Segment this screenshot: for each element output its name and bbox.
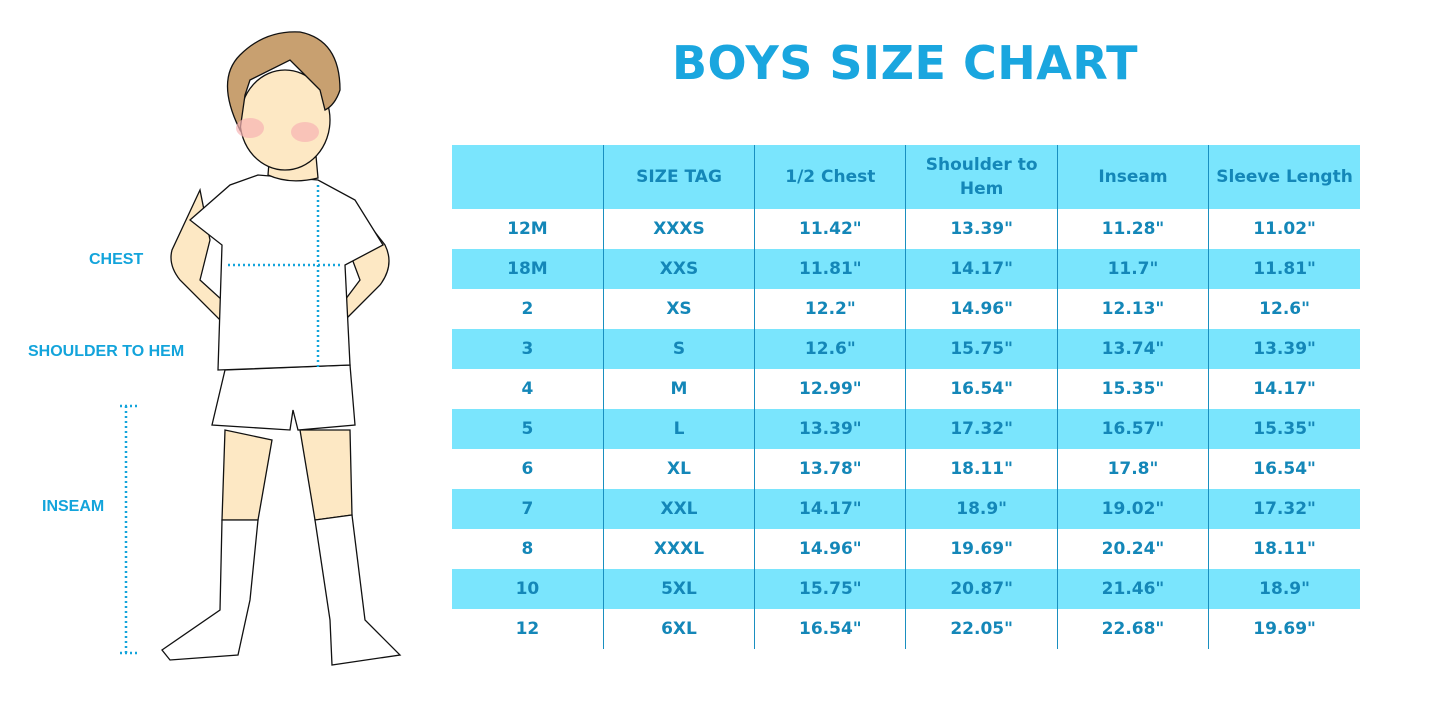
column-header: 1/2 Chest [754, 145, 906, 209]
page-title: BOYS SIZE CHART [671, 36, 1139, 90]
table-cell: 12.2" [754, 289, 906, 329]
inseam-label: INSEAM [42, 498, 105, 515]
table-cell: 7 [452, 489, 604, 529]
column-header: Shoulder to Hem [905, 145, 1058, 209]
table-cell: 14.96" [754, 529, 906, 569]
table-cell: 16.57" [1056, 409, 1209, 449]
table-cell: 15.35" [1056, 369, 1209, 409]
table-cell: 16.54" [905, 369, 1058, 409]
size-table: SIZE TAG 1/2 Chest Shoulder to Hem Inseam Sl… [452, 145, 1360, 649]
table-cell: 13.39" [905, 209, 1058, 249]
column-header: Sleeve Length [1208, 145, 1360, 209]
table-header-row: SIZE TAG 1/2 Chest Shoulder to Hem Inseam Sl… [452, 145, 1360, 209]
table-cell: 21.46" [1056, 569, 1209, 609]
table-row: 3 S 12.6" 15.75" 13.74" 13.39" [452, 329, 1360, 369]
table-cell: 16.54" [754, 609, 906, 649]
table-row: 10 5XL 15.75" 20.87" 21.46" 18.9" [452, 569, 1360, 609]
table-cell: 16.54" [1208, 449, 1360, 489]
shoulder-to-hem-label: SHOULDER TO HEM [28, 343, 185, 360]
table-cell: XL [602, 449, 755, 489]
table-cell: 14.17" [905, 249, 1058, 289]
table-cell: 11.81" [1208, 249, 1360, 289]
table-cell: 17.8" [1056, 449, 1209, 489]
table-cell: 20.87" [905, 569, 1058, 609]
table-cell: 22.05" [905, 609, 1058, 649]
table-cell: 20.24" [1056, 529, 1209, 569]
table-cell: 18.9" [1208, 569, 1360, 609]
table-cell: 8 [521, 539, 534, 559]
table-cell: 19.69" [1208, 609, 1360, 649]
table-cell: 12 [515, 619, 540, 639]
table-cell: 3 [452, 329, 604, 369]
table-cell: XXL [602, 489, 755, 529]
table-cell: 19.69" [905, 529, 1058, 569]
table-cell: 13.39" [1208, 329, 1360, 369]
table-cell: 5 [452, 409, 604, 449]
table-cell: 12.6" [1208, 289, 1360, 329]
table-cell: 4 [521, 379, 534, 399]
table-cell: 12.6" [754, 329, 906, 369]
table-cell: 14.17" [754, 489, 906, 529]
chest-label: CHEST [89, 251, 144, 268]
table-cell: 2 [521, 299, 534, 319]
table-cell: 17.32" [1208, 489, 1360, 529]
table-cell: 14.96" [905, 289, 1058, 329]
table-cell: 11.28" [1056, 209, 1209, 249]
table-cell: 13.39" [754, 409, 906, 449]
table-cell: L [602, 409, 755, 449]
table-cell: 6 [521, 459, 534, 479]
table-cell: 18.11" [1208, 529, 1360, 569]
table-cell: 11.42" [754, 209, 906, 249]
column-header: SIZE TAG [602, 145, 755, 209]
table-cell: 5XL [602, 569, 755, 609]
table-row: 8 XXXL 14.96" 19.69" 20.24" 18.11" [452, 529, 1360, 569]
table-row: 5 L 13.39" 17.32" 16.57" 15.35" [452, 409, 1360, 449]
table-cell: S [602, 329, 755, 369]
table-cell: 18.9" [905, 489, 1058, 529]
table-row: 4 M 12.99" 16.54" 15.35" 14.17" [452, 369, 1360, 409]
table-cell: 17.32" [905, 409, 1058, 449]
table-cell: 11.7" [1056, 249, 1209, 289]
table-row: 12 6XL 16.54" 22.05" 22.68" 19.69" [452, 609, 1360, 649]
table-cell: 15.75" [754, 569, 906, 609]
table-cell: 11.81" [754, 249, 906, 289]
table-cell: 14.17" [1208, 369, 1360, 409]
table-cell: XXS [602, 249, 755, 289]
table-row: 12M XXXS 11.42" 13.39" 11.28" 11.02" [452, 209, 1360, 249]
table-row: 18M XXS 11.81" 14.17" 11.7" 11.81" [452, 249, 1360, 289]
table-cell: M [602, 369, 755, 409]
table-cell: 15.35" [1208, 409, 1360, 449]
table-cell: 15.75" [905, 329, 1058, 369]
table-cell: 10 [452, 569, 604, 609]
table-cell: 22.68" [1056, 609, 1209, 649]
table-cell: 19.02" [1056, 489, 1209, 529]
table-cell: 12.99" [754, 369, 906, 409]
table-cell: 12.13" [1056, 289, 1209, 329]
column-header [452, 145, 604, 209]
table-cell: XXXS [602, 209, 755, 249]
table-row: 2 XS 12.2" 14.96" 12.13" 12.6" [452, 289, 1360, 329]
boy-illustration [120, 31, 402, 666]
table-cell: XXXL [602, 529, 755, 569]
table-cell: 18.11" [905, 449, 1058, 489]
table-cell: 18M [452, 249, 604, 289]
table-cell: 12M [507, 219, 548, 239]
table-cell: 11.02" [1208, 209, 1360, 249]
table-cell: 6XL [602, 609, 755, 649]
table-cell: XS [602, 289, 755, 329]
table-row: 6 XL 13.78" 18.11" 17.8" 16.54" [452, 449, 1360, 489]
table-cell: 13.78" [754, 449, 906, 489]
column-header: Inseam [1056, 145, 1209, 209]
table-row: 7 XXL 14.17" 18.9" 19.02" 17.32" [452, 489, 1360, 529]
table-cell: 13.74" [1056, 329, 1209, 369]
